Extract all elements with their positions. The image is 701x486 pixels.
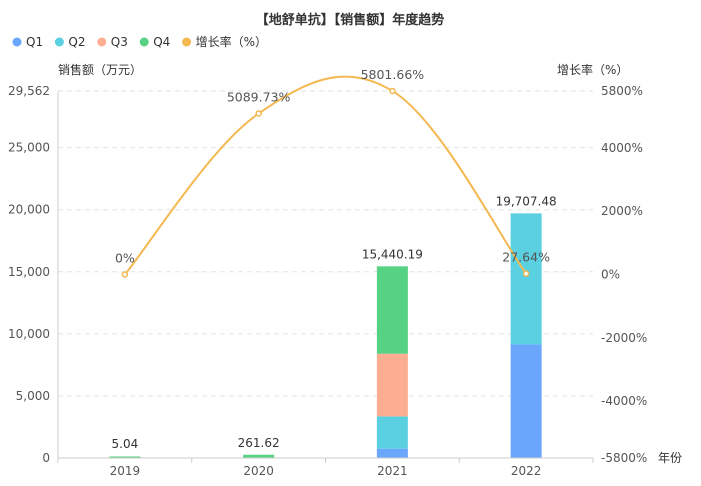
growth-point[interactable] [522, 270, 530, 277]
bar-total-label: 19,707.48 [496, 194, 557, 208]
y2-tick-label: 4000% [601, 141, 643, 155]
x-tick-label: 2022 [511, 464, 542, 478]
growth-line-layer: 0% 5089.73% 5801.66% 27.64% [115, 67, 550, 278]
x-tick-label: 2019 [110, 464, 141, 478]
grid [58, 90, 593, 397]
legend-label: Q3 [111, 35, 128, 49]
y-tick-label: 5,000 [16, 389, 50, 403]
legend-marker [54, 37, 64, 47]
bar-total-labels: 5.04 261.62 15,440.19 19,707.48 [112, 194, 557, 451]
legend-item-4[interactable]: 增长率（%） [182, 34, 267, 49]
y2-tick-label: 5800% [601, 84, 643, 98]
growth-point[interactable] [121, 271, 129, 278]
y2-axis-title: 增长率（%） [557, 62, 628, 77]
bar-total-label: 5.04 [112, 437, 139, 451]
legend-label: 增长率（%） [196, 34, 267, 49]
growth-value-label: 5801.66% [361, 67, 425, 82]
legend-label: Q1 [26, 35, 43, 49]
bar-total-label: 15,440.19 [362, 247, 423, 261]
y2-tick-label: 2000% [601, 204, 643, 218]
bar-q4-2021[interactable] [376, 266, 408, 354]
y-tick-label: 25,000 [8, 141, 50, 155]
legend-marker [97, 37, 107, 47]
bar-q4-2020[interactable] [243, 454, 275, 458]
bar-q3-2021[interactable] [376, 353, 408, 417]
growth-value-label: 5089.73% [227, 89, 291, 104]
growth-point[interactable] [255, 110, 262, 117]
chart-title: 【地舒单抗】【销售额】年度趋势 [256, 12, 445, 28]
bar-q1-2022[interactable] [510, 344, 542, 458]
legend-marker [182, 37, 192, 47]
legend-marker [139, 37, 149, 47]
legend-label: Q4 [153, 35, 170, 49]
y-tick-label: 15,000 [8, 265, 50, 279]
bar-q2-2021[interactable] [376, 416, 408, 449]
legend-item-1[interactable]: Q2 [54, 35, 86, 49]
bar-q2-2022[interactable] [510, 213, 542, 345]
x-axis-title: 年份 [658, 451, 682, 465]
growth-rate-line [124, 75, 527, 276]
y-tick-label: 20,000 [8, 203, 50, 217]
bar-q4-2019[interactable] [109, 456, 141, 459]
y2-tick-label: -4000% [601, 394, 647, 408]
bar-q1-2021[interactable] [376, 448, 408, 458]
y-tick-label: 10,000 [8, 327, 50, 341]
y-tick-label: 29,562 [8, 84, 50, 98]
legend-item-0[interactable]: Q1 [12, 35, 44, 49]
growth-point[interactable] [389, 87, 396, 95]
bars [109, 213, 542, 459]
legend-label: Q2 [68, 35, 85, 49]
x-tick-label: 2020 [243, 464, 274, 478]
y2-tick-label: -5800% [601, 451, 647, 465]
legend-marker [12, 37, 22, 47]
axes: 0 5,000 10,000 15,000 20,000 25,000 29,562 -580… [8, 84, 647, 478]
legend-item-2[interactable]: Q3 [97, 35, 128, 49]
y-axis-title: 销售额（万元） [58, 62, 142, 77]
y-tick-label: 0 [42, 451, 50, 465]
legend-item-3[interactable]: Q4 [139, 35, 171, 49]
x-tick-label: 2021 [377, 464, 408, 478]
growth-value-label: 27.64% [502, 250, 550, 265]
bar-total-label: 261.62 [238, 436, 280, 450]
y2-tick-label: -2000% [601, 331, 647, 345]
y2-tick-label: 0% [601, 268, 620, 282]
growth-value-label: 0% [115, 251, 135, 266]
legend: Q1 Q2 Q3 Q4 增长率（%） [12, 34, 267, 49]
